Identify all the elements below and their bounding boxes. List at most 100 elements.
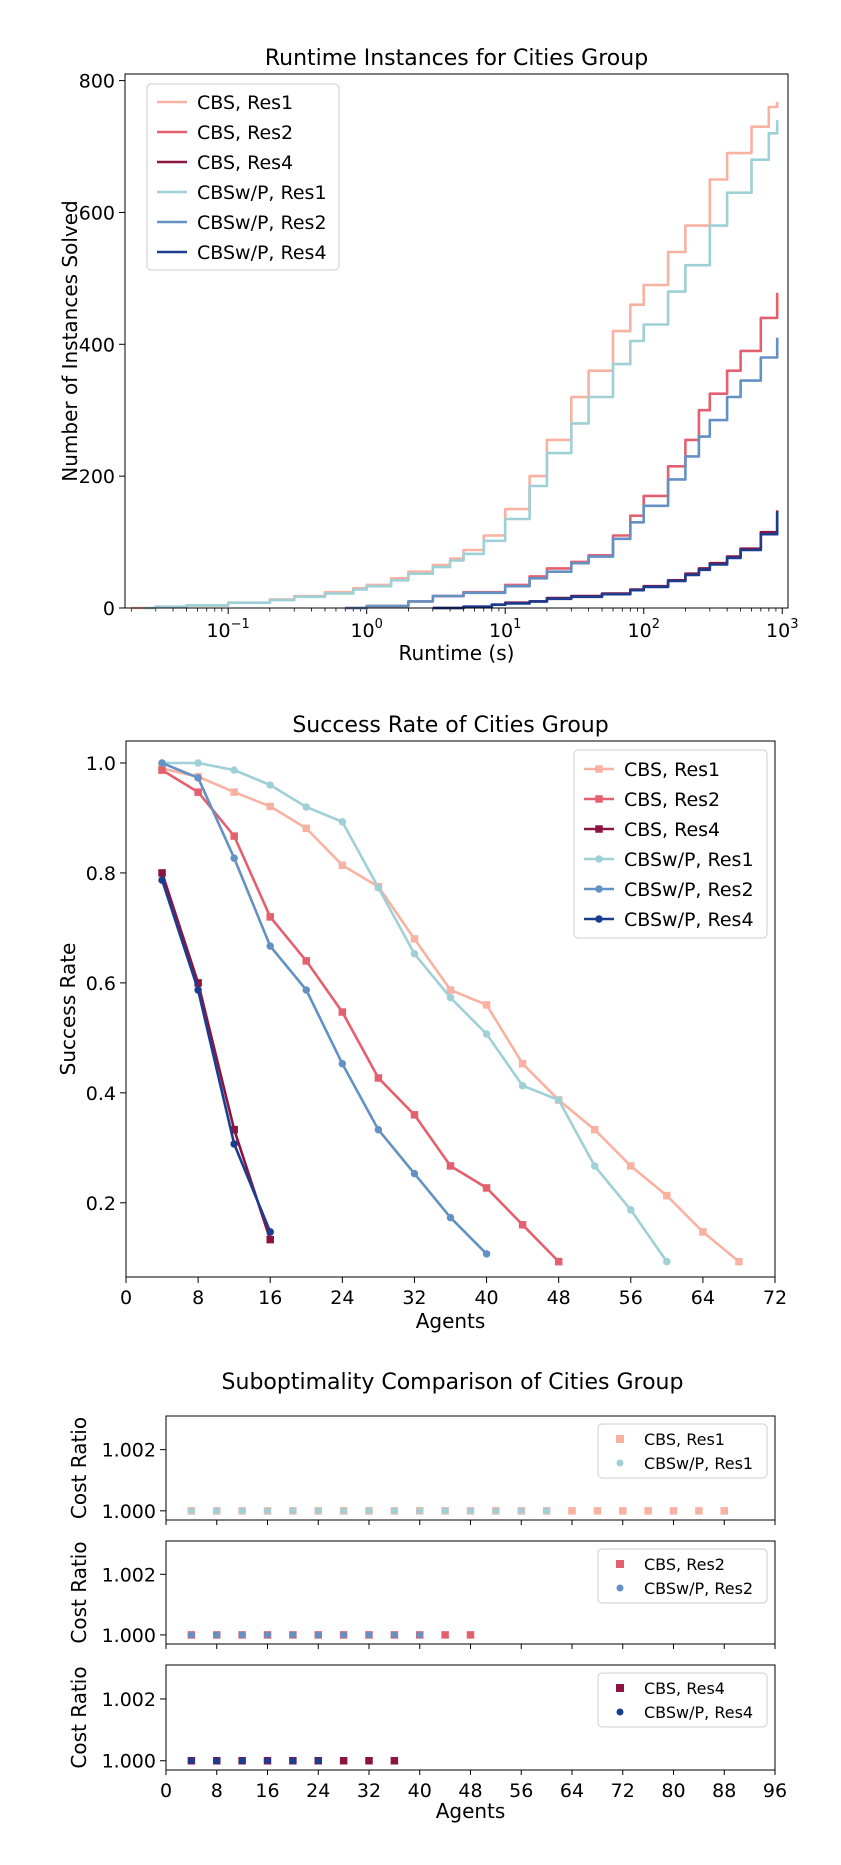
legend-marker (617, 1585, 624, 1592)
legend-marker (595, 855, 603, 863)
data-point (340, 1507, 347, 1514)
data-point (411, 950, 419, 958)
data-point (339, 1060, 347, 1068)
data-point (568, 1507, 576, 1515)
data-point (721, 1507, 729, 1515)
legend-label: CBS, Res1 (197, 92, 293, 114)
data-point (213, 1507, 220, 1514)
x-tick-exp: 3 (790, 617, 798, 632)
legend-marker (616, 1435, 624, 1443)
data-point (519, 1060, 527, 1068)
chart-title: Runtime Instances for Cities Group (265, 46, 648, 71)
x-tick-label: 16 (255, 1780, 279, 1802)
x-tick-exp: −1 (231, 617, 250, 632)
legend-label: CBS, Res4 (644, 1679, 725, 1698)
x-tick-label: 96 (763, 1780, 787, 1802)
x-tick-label: 102 (628, 617, 660, 642)
data-point (375, 1074, 383, 1082)
legend-label: CBSw/P, Res1 (644, 1454, 753, 1473)
x-tick-label: 56 (619, 1287, 643, 1309)
data-point (447, 1162, 455, 1170)
data-point (158, 869, 166, 877)
x-tick-label: 72 (763, 1287, 787, 1309)
x-tick-label: 40 (474, 1287, 498, 1309)
data-point (303, 957, 311, 965)
data-point (411, 935, 419, 943)
data-point (594, 1507, 602, 1515)
panel-3: 1.0001.002Cost Ratio CBS, Res4CBSw/P, Res… (67, 1665, 775, 1775)
legend: CBS, Res1CBSw/P, Res1 (598, 1424, 767, 1478)
x-tick-label: 64 (691, 1287, 715, 1309)
data-point (447, 994, 455, 1002)
legend-label: CBSw/P, Res1 (624, 849, 754, 871)
data-point (230, 854, 238, 862)
legend-label: CBSw/P, Res4 (197, 242, 327, 264)
data-point (230, 832, 238, 840)
data-point (391, 1507, 398, 1514)
x-tick-label: 10−1 (206, 617, 249, 642)
data-point (303, 825, 311, 833)
data-point (627, 1206, 635, 1214)
data-point (315, 1507, 322, 1514)
legend-marker (616, 1684, 624, 1692)
x-tick-label: 103 (766, 617, 798, 642)
data-point (339, 818, 347, 826)
data-point (239, 1757, 246, 1764)
data-point (188, 1631, 195, 1638)
data-point (591, 1162, 599, 1170)
data-point (411, 1111, 419, 1119)
data-point (519, 1221, 527, 1229)
data-point (158, 759, 166, 767)
y-tick-label: 1.000 (102, 1625, 156, 1647)
data-point (416, 1631, 423, 1638)
data-point (340, 1757, 348, 1765)
legend-label: CBSw/P, Res4 (624, 909, 754, 931)
panel-2: 1.0001.002Cost Ratio CBS, Res2CBSw/P, Res… (67, 1541, 775, 1649)
data-point (239, 1631, 246, 1638)
data-point (188, 1507, 195, 1514)
data-point (266, 1236, 274, 1244)
x-tick-label: 0 (120, 1287, 132, 1309)
legend: CBS, Res1CBS, Res2CBS, Res4CBSw/P, Res1C… (574, 750, 767, 938)
data-point (644, 1507, 652, 1515)
x-tick-label: 32 (357, 1780, 381, 1802)
data-point (194, 986, 202, 994)
data-point (188, 1757, 195, 1764)
data-point (194, 774, 202, 782)
data-point (339, 1008, 347, 1016)
x-tick-base: 10 (350, 620, 374, 642)
data-point (591, 1126, 599, 1134)
data-point (627, 1162, 635, 1170)
data-point (289, 1631, 296, 1638)
y-tick-label: 1.000 (102, 1751, 156, 1773)
data-point (416, 1507, 423, 1514)
legend-label: CBS, Res2 (624, 789, 720, 811)
data-point (230, 766, 238, 774)
series-line (162, 770, 559, 1262)
data-point (266, 781, 274, 789)
data-point (543, 1507, 550, 1514)
x-tick-label: 56 (509, 1780, 533, 1802)
data-point (315, 1631, 322, 1638)
legend-marker (595, 885, 603, 893)
x-tick-label: 16 (258, 1287, 282, 1309)
x-tick-label: 0 (160, 1780, 172, 1802)
y-tick-label: 800 (79, 71, 115, 93)
legend-marker (617, 1460, 624, 1467)
data-point (492, 1507, 499, 1514)
data-point (670, 1507, 678, 1515)
series-line (345, 293, 777, 608)
data-point (340, 1631, 347, 1638)
x-tick-label: 101 (489, 617, 521, 642)
x-axis-label: Agents (436, 1799, 506, 1823)
x-tick-label: 32 (402, 1287, 426, 1309)
data-point (194, 788, 202, 796)
y-tick-label: 200 (79, 466, 115, 488)
data-point (483, 1250, 491, 1258)
data-point (158, 766, 166, 774)
data-point (264, 1757, 271, 1764)
y-tick-label: 0.6 (86, 973, 116, 995)
y-tick-label: 0.4 (86, 1083, 116, 1105)
data-point (266, 942, 274, 950)
